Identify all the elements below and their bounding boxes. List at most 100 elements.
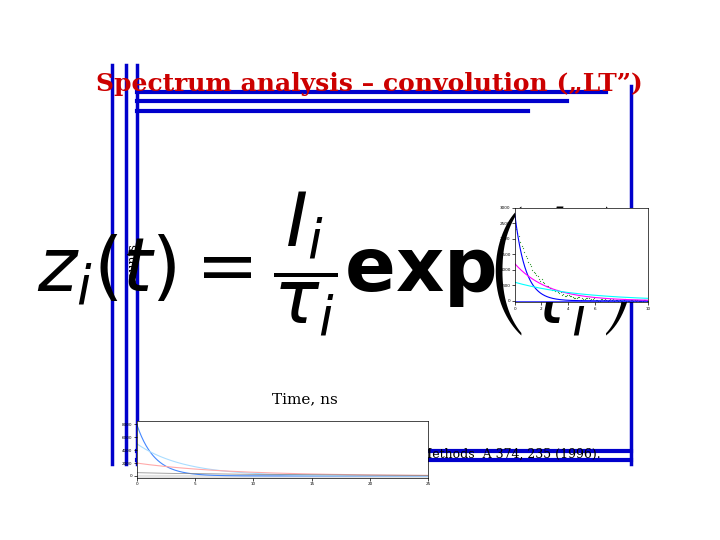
Point [576,294,588,302]
Point [523,258,534,266]
Point [616,296,627,305]
Point [514,238,526,246]
Point [543,282,554,291]
Text: counts: counts [127,244,140,285]
Point [546,285,558,294]
Point [556,291,567,299]
Point [526,266,538,275]
Point [595,295,607,303]
Point [539,279,550,287]
Point [512,228,523,237]
Point [520,252,531,260]
Point [557,289,569,298]
Point [554,289,565,298]
Point [625,295,636,304]
Point [551,285,562,294]
Point [509,219,521,227]
Point [613,296,624,305]
Text: $z_i(t)=\dfrac{I_i}{\tau_i}\mathbf{exp}\!\left(\dfrac{t}{\tau_i}\right)$: $z_i(t)=\dfrac{I_i}{\tau_i}\mathbf{exp}\… [37,190,634,339]
Point [585,295,596,304]
Point [593,296,604,305]
Point [567,293,578,301]
Point [639,296,651,305]
Point [587,295,598,303]
Point [536,275,547,284]
Point [521,254,533,262]
Point [606,296,618,305]
Point [534,274,545,283]
Text: J. Kansy, Nucl. Instr. Methods  A 374, 235 (1996).: J. Kansy, Nucl. Instr. Methods A 374, 23… [288,448,600,461]
Point [605,294,616,303]
Point [637,296,649,305]
Point [549,287,561,295]
Point [548,286,559,294]
Point [599,295,611,303]
Point [579,295,590,303]
Point [517,244,528,252]
Point [627,296,639,305]
Point [562,291,573,299]
Point [564,292,576,300]
Point [590,295,601,304]
Point [626,296,638,305]
Point [607,294,618,303]
Point [518,247,530,256]
Point [529,269,541,278]
Point [565,292,577,301]
Point [633,296,644,305]
Point [513,232,525,240]
Point [510,224,522,233]
Text: Spectrum analysis – convolution („LT”): Spectrum analysis – convolution („LT”) [96,71,642,96]
Point [630,296,642,305]
Point [624,296,635,305]
Point [608,296,620,305]
Point [582,294,593,302]
Point [535,276,546,285]
Point [572,292,584,301]
Point [563,291,575,299]
Point [631,295,643,304]
Point [541,282,553,291]
Point [586,295,598,304]
Point [559,292,570,301]
Point [603,295,615,304]
Point [591,295,603,304]
Point [618,296,629,305]
Point [544,284,556,293]
Point [629,296,640,305]
Point [622,296,634,305]
Point [588,294,600,303]
Point [634,296,646,305]
Point [583,294,595,302]
Point [568,294,580,302]
Point [638,296,649,305]
Point [524,260,536,269]
Point [611,296,623,305]
Point [600,295,612,304]
Point [555,288,567,296]
Point [552,288,564,296]
Point [642,296,654,305]
Point [641,296,652,305]
Point [532,272,544,280]
Point [540,281,552,290]
Point [528,268,539,276]
Point [571,293,582,302]
Point [602,296,613,305]
Point [575,295,587,304]
Point [537,278,549,287]
Point [636,296,647,305]
Point [560,292,572,300]
Point [594,296,606,305]
Point [531,271,542,280]
Point [545,284,557,292]
Point [577,294,589,303]
Point [616,296,628,305]
Point [598,296,609,305]
Bar [137,475,428,477]
Point [570,293,581,302]
Point [621,296,632,305]
Point [596,294,608,303]
Point [580,294,592,302]
Point [610,295,621,304]
